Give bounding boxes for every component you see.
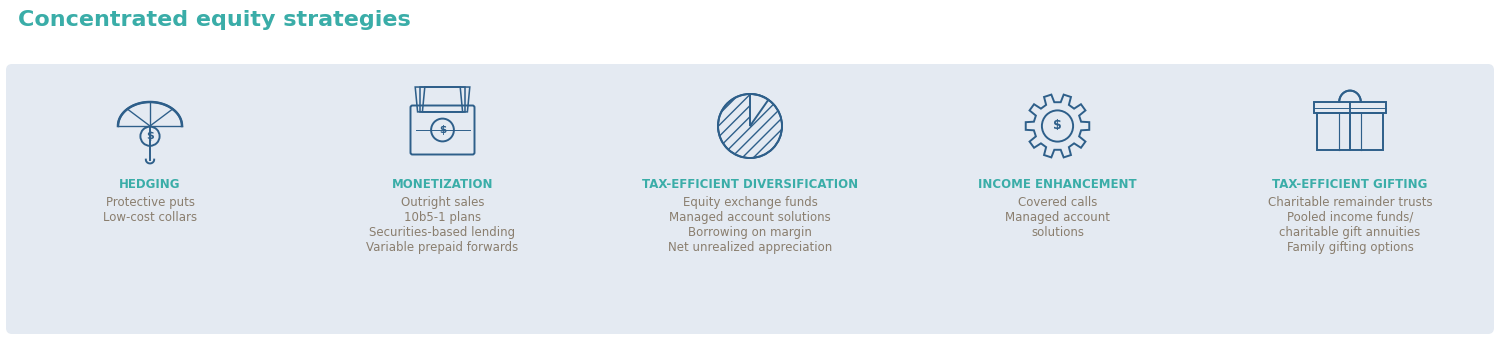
Text: Equity exchange funds: Equity exchange funds [682,196,818,209]
Text: 10b5-1 plans: 10b5-1 plans [404,211,482,224]
Wedge shape [750,94,768,126]
Text: $: $ [146,131,154,141]
FancyBboxPatch shape [6,64,1494,334]
Text: HEDGING: HEDGING [120,178,180,191]
Text: Managed account: Managed account [1005,211,1110,224]
Text: $: $ [440,125,446,135]
Text: TAX-EFFICIENT DIVERSIFICATION: TAX-EFFICIENT DIVERSIFICATION [642,178,858,191]
Text: charitable gift annuities: charitable gift annuities [1280,226,1420,239]
Wedge shape [750,95,764,126]
Text: $: $ [1053,119,1062,133]
Text: MONETIZATION: MONETIZATION [392,178,494,191]
Text: Variable prepaid forwards: Variable prepaid forwards [366,241,519,254]
Text: Family gifting options: Family gifting options [1287,241,1413,254]
Text: Charitable remainder trusts: Charitable remainder trusts [1268,196,1432,209]
Text: Covered calls: Covered calls [1019,196,1096,209]
Text: Concentrated equity strategies: Concentrated equity strategies [18,10,411,30]
Text: Outright sales: Outright sales [400,196,484,209]
Text: TAX-EFFICIENT GIFTING: TAX-EFFICIENT GIFTING [1272,178,1428,191]
Text: Managed account solutions: Managed account solutions [669,211,831,224]
Text: Net unrealized appreciation: Net unrealized appreciation [668,241,832,254]
Text: Protective puts: Protective puts [105,196,195,209]
Text: INCOME ENHANCEMENT: INCOME ENHANCEMENT [978,178,1137,191]
Text: solutions: solutions [1030,226,1084,239]
Text: Pooled income funds/: Pooled income funds/ [1287,211,1413,224]
Text: Securities-based lending: Securities-based lending [369,226,516,239]
Text: Low-cost collars: Low-cost collars [104,211,196,224]
Text: Borrowing on margin: Borrowing on margin [688,226,812,239]
